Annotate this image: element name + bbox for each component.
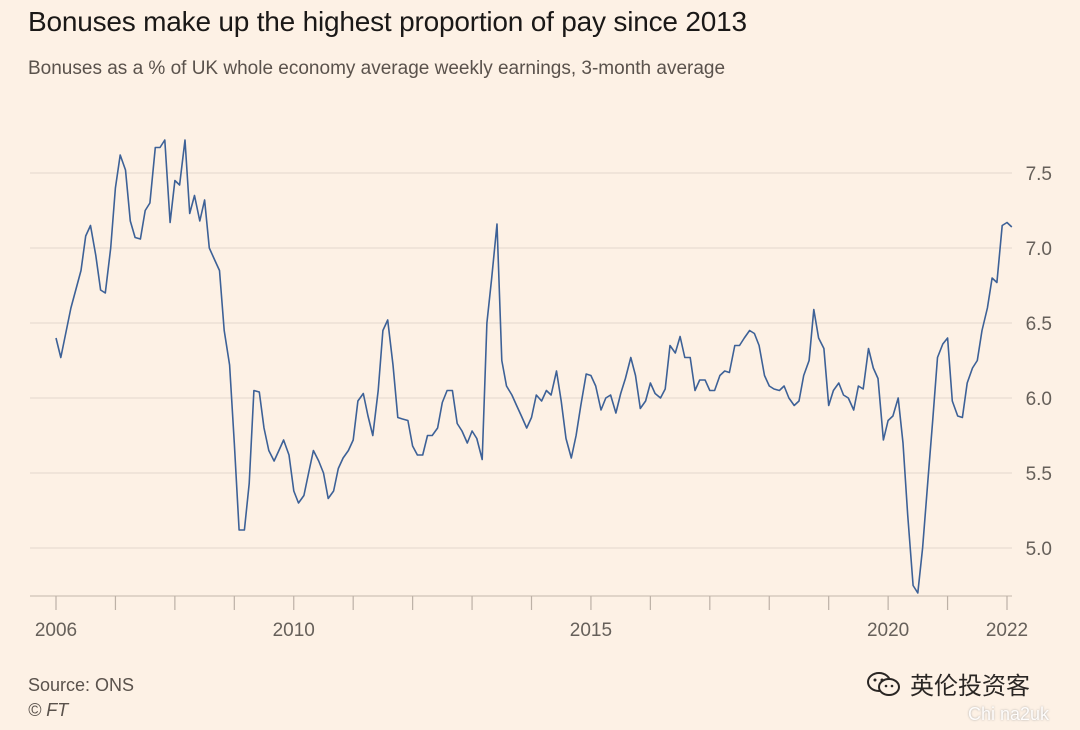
x-tick-label: 2015 (570, 620, 612, 641)
wechat-watermark: 英伦投资客 (866, 666, 1030, 701)
y-tick-label: 6.5 (1026, 314, 1052, 335)
x-tick-label: 2006 (35, 620, 77, 641)
gridlines (30, 172, 1012, 549)
wechat-icon (866, 670, 902, 698)
series-layer (55, 139, 1013, 594)
y-axis-labels: 5.0 5.5 6.0 6.5 7.0 7.5 (1026, 164, 1052, 560)
x-tick-label: 2022 (986, 620, 1028, 641)
y-tick-label: 6.0 (1026, 389, 1052, 410)
series-line (55, 139, 1013, 594)
x-axis: 2006 2010 2015 2020 2022 (30, 595, 1028, 641)
source-note: Source: ONS (28, 675, 135, 695)
y-tick-label: 7.5 (1026, 164, 1052, 185)
watermark-secondary: Chi na2uk (968, 704, 1050, 724)
x-tick-label: 2010 (273, 620, 315, 641)
y-tick-label: 5.5 (1026, 464, 1052, 485)
y-tick-label: 5.0 (1026, 539, 1052, 560)
ft-credit: © FT (28, 700, 69, 720)
y-tick-label: 7.0 (1026, 239, 1052, 260)
chart-title: Bonuses make up the highest proportion o… (28, 6, 747, 37)
chart-subtitle: Bonuses as a % of UK whole economy avera… (28, 58, 726, 79)
x-tick-label: 2020 (867, 620, 909, 641)
watermark-text: 英伦投资客 (910, 672, 1030, 700)
